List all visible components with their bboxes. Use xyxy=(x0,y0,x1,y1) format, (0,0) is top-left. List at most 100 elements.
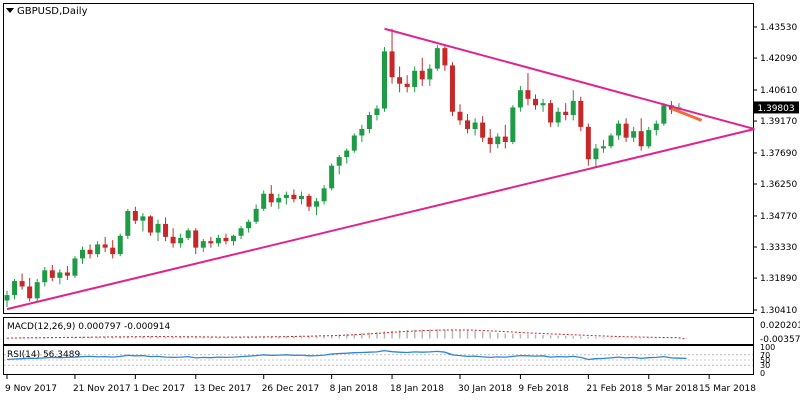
x-tick-label: 13 Dec 2017 xyxy=(194,384,252,394)
candle-body xyxy=(117,235,123,255)
price-pane-frame xyxy=(3,3,754,314)
candle xyxy=(487,129,493,153)
candle xyxy=(525,72,531,106)
candle-body xyxy=(442,48,448,66)
candle-body xyxy=(570,100,576,115)
candle-body xyxy=(646,130,652,147)
candle-body xyxy=(261,193,267,209)
candle xyxy=(163,217,169,242)
candle-body xyxy=(548,103,554,123)
candle-body xyxy=(132,210,138,221)
candle-body xyxy=(465,120,471,130)
candle-body xyxy=(57,272,63,278)
x-tick-label: 18 Jan 2018 xyxy=(390,384,444,394)
candle xyxy=(472,118,478,136)
macd-title: MACD(12,26,9) 0.000797 -0.000914 xyxy=(7,322,170,332)
rsi-y-tick-label: 0 xyxy=(760,369,765,378)
candle xyxy=(517,85,523,112)
candle-body xyxy=(457,111,463,121)
candle xyxy=(125,208,131,240)
candle xyxy=(555,107,561,127)
candle xyxy=(110,240,116,259)
candle xyxy=(563,103,569,121)
candle-body xyxy=(555,111,561,123)
candle xyxy=(64,265,70,280)
candle xyxy=(80,246,85,264)
candle-body xyxy=(102,244,108,248)
candle xyxy=(291,189,297,203)
candle xyxy=(382,47,387,112)
candle xyxy=(344,148,350,164)
candle-body xyxy=(540,103,546,106)
candle-body xyxy=(246,221,252,229)
candle-body xyxy=(147,216,153,233)
macd-signal-line xyxy=(6,329,687,340)
macd-pane-frame xyxy=(3,317,754,345)
candle xyxy=(208,236,214,248)
candle-body xyxy=(533,98,538,106)
candle-body xyxy=(12,281,18,296)
candle-body xyxy=(231,235,236,242)
candle-body xyxy=(351,135,357,151)
candle-body xyxy=(382,51,387,109)
candle-body xyxy=(600,146,606,149)
candle xyxy=(223,233,229,245)
candle-body xyxy=(19,281,25,287)
rsi-y-tick-label: 30 xyxy=(760,361,770,370)
candle xyxy=(419,57,425,86)
candle-body xyxy=(321,188,327,202)
trendlines xyxy=(6,27,755,311)
candle xyxy=(12,278,18,300)
candle xyxy=(102,236,108,252)
candle xyxy=(397,66,403,93)
rsi-y-tick-label: 70 xyxy=(760,351,770,360)
macd-y-tick-label: 0.020201 xyxy=(760,321,800,331)
price-y-tick-label: 1.43530 xyxy=(760,23,797,33)
candle xyxy=(442,44,448,71)
candle-body xyxy=(193,230,199,248)
candle-body xyxy=(329,165,335,189)
rsi-y-tick-label: 50 xyxy=(760,356,770,365)
candle-body xyxy=(638,131,644,147)
candle xyxy=(585,123,591,166)
candle-body xyxy=(268,193,274,203)
candle xyxy=(495,133,501,149)
candle xyxy=(374,105,380,121)
candle xyxy=(117,233,123,257)
candle-body xyxy=(616,123,622,136)
candle-body xyxy=(608,135,614,147)
current-price-label: 1.39803 xyxy=(757,104,794,114)
price-y-tick-label: 1.42090 xyxy=(760,54,797,64)
candle xyxy=(457,104,463,125)
candle-body xyxy=(208,241,214,244)
candle-body xyxy=(314,201,320,207)
macd-y-axis: 0.020201 -0.003573 xyxy=(760,321,800,345)
triangle-down-icon[interactable] xyxy=(6,8,14,13)
candle xyxy=(193,228,199,255)
candle-body xyxy=(200,241,206,248)
candle xyxy=(465,113,471,134)
candle xyxy=(351,133,357,153)
candle xyxy=(27,277,33,302)
candle-body xyxy=(419,70,425,80)
x-tick-label: 8 Jan 2018 xyxy=(330,384,378,394)
candle-body xyxy=(472,122,478,130)
candle xyxy=(449,62,455,117)
candle-body xyxy=(291,194,297,200)
candle xyxy=(178,233,184,248)
x-tick-label: 15 Mar 2018 xyxy=(699,384,756,394)
current-price-tag: 1.39803 xyxy=(753,101,799,114)
candle xyxy=(638,118,644,151)
candle-body xyxy=(359,129,365,136)
candle-body xyxy=(412,70,418,87)
candle-body xyxy=(170,236,176,244)
candle xyxy=(548,99,554,127)
breakout-segment xyxy=(670,107,703,122)
candle xyxy=(646,126,652,149)
candle-body xyxy=(80,249,85,259)
candle-body xyxy=(344,150,350,158)
candle xyxy=(253,204,259,224)
